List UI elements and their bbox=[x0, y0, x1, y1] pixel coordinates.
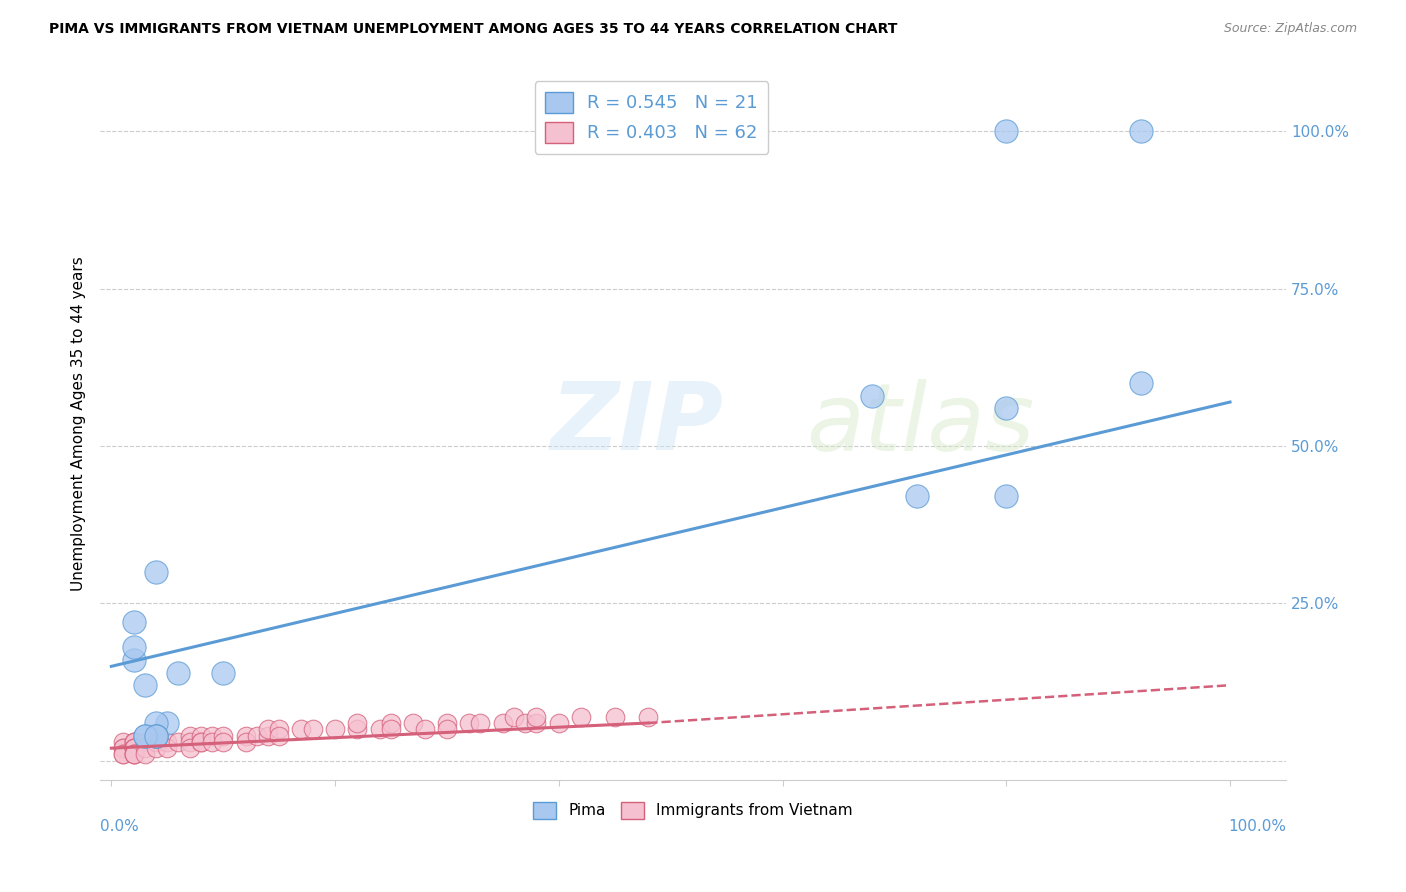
Point bbox=[995, 401, 1018, 416]
Point bbox=[111, 735, 134, 749]
Point bbox=[145, 716, 167, 731]
Point bbox=[257, 729, 280, 743]
Point bbox=[156, 741, 179, 756]
Point bbox=[122, 747, 145, 762]
Point bbox=[526, 709, 548, 723]
Text: Source: ZipAtlas.com: Source: ZipAtlas.com bbox=[1223, 22, 1357, 36]
Point bbox=[179, 741, 201, 756]
Point bbox=[111, 747, 134, 762]
Point bbox=[111, 741, 134, 756]
Point bbox=[515, 716, 537, 731]
Point bbox=[235, 735, 257, 749]
Point bbox=[145, 729, 167, 743]
Point bbox=[436, 716, 458, 731]
Point bbox=[470, 716, 492, 731]
Point bbox=[413, 723, 436, 737]
Point bbox=[201, 735, 224, 749]
Point bbox=[346, 716, 368, 731]
Point bbox=[526, 716, 548, 731]
Point bbox=[436, 723, 458, 737]
Point bbox=[190, 729, 212, 743]
Point bbox=[134, 747, 156, 762]
Point bbox=[905, 490, 928, 504]
Point bbox=[503, 709, 526, 723]
Y-axis label: Unemployment Among Ages 35 to 44 years: Unemployment Among Ages 35 to 44 years bbox=[72, 257, 86, 591]
Text: 0.0%: 0.0% bbox=[100, 819, 139, 834]
Point bbox=[323, 723, 346, 737]
Point bbox=[212, 735, 235, 749]
Point bbox=[212, 665, 235, 680]
Point bbox=[167, 665, 190, 680]
Point bbox=[995, 490, 1018, 504]
Point bbox=[179, 729, 201, 743]
Point bbox=[380, 716, 402, 731]
Point bbox=[167, 735, 190, 749]
Point bbox=[492, 716, 515, 731]
Point bbox=[134, 678, 156, 692]
Point bbox=[111, 741, 134, 756]
Point bbox=[156, 716, 179, 731]
Legend: Pima, Immigrants from Vietnam: Pima, Immigrants from Vietnam bbox=[527, 796, 859, 825]
Point bbox=[145, 741, 167, 756]
Point bbox=[995, 124, 1018, 138]
Point bbox=[380, 723, 402, 737]
Point bbox=[246, 729, 269, 743]
Point bbox=[201, 729, 224, 743]
Point bbox=[547, 716, 569, 731]
Point bbox=[145, 565, 167, 579]
Point bbox=[134, 735, 156, 749]
Point bbox=[290, 723, 312, 737]
Text: atlas: atlas bbox=[806, 378, 1033, 469]
Point bbox=[257, 723, 280, 737]
Text: ZIP: ZIP bbox=[551, 378, 724, 470]
Point bbox=[301, 723, 323, 737]
Point bbox=[134, 729, 156, 743]
Point bbox=[235, 729, 257, 743]
Point bbox=[860, 389, 883, 403]
Point bbox=[156, 735, 179, 749]
Point bbox=[145, 729, 167, 743]
Point bbox=[637, 709, 659, 723]
Point bbox=[122, 741, 145, 756]
Point bbox=[1129, 376, 1152, 391]
Point bbox=[122, 653, 145, 667]
Point bbox=[122, 741, 145, 756]
Point bbox=[145, 735, 167, 749]
Point bbox=[190, 735, 212, 749]
Point bbox=[122, 741, 145, 756]
Point bbox=[402, 716, 425, 731]
Point bbox=[134, 729, 156, 743]
Point bbox=[269, 729, 291, 743]
Point bbox=[269, 723, 291, 737]
Point bbox=[122, 735, 145, 749]
Point bbox=[111, 747, 134, 762]
Point bbox=[122, 735, 145, 749]
Point bbox=[346, 723, 368, 737]
Point bbox=[569, 709, 592, 723]
Point bbox=[179, 735, 201, 749]
Point bbox=[1129, 124, 1152, 138]
Point bbox=[122, 735, 145, 749]
Point bbox=[212, 729, 235, 743]
Point bbox=[145, 729, 167, 743]
Point bbox=[458, 716, 481, 731]
Text: PIMA VS IMMIGRANTS FROM VIETNAM UNEMPLOYMENT AMONG AGES 35 TO 44 YEARS CORRELATI: PIMA VS IMMIGRANTS FROM VIETNAM UNEMPLOY… bbox=[49, 22, 897, 37]
Point bbox=[134, 741, 156, 756]
Point bbox=[122, 747, 145, 762]
Point bbox=[368, 723, 391, 737]
Point bbox=[190, 735, 212, 749]
Point bbox=[122, 640, 145, 655]
Point bbox=[122, 615, 145, 630]
Text: 100.0%: 100.0% bbox=[1227, 819, 1286, 834]
Point bbox=[603, 709, 626, 723]
Point bbox=[122, 747, 145, 762]
